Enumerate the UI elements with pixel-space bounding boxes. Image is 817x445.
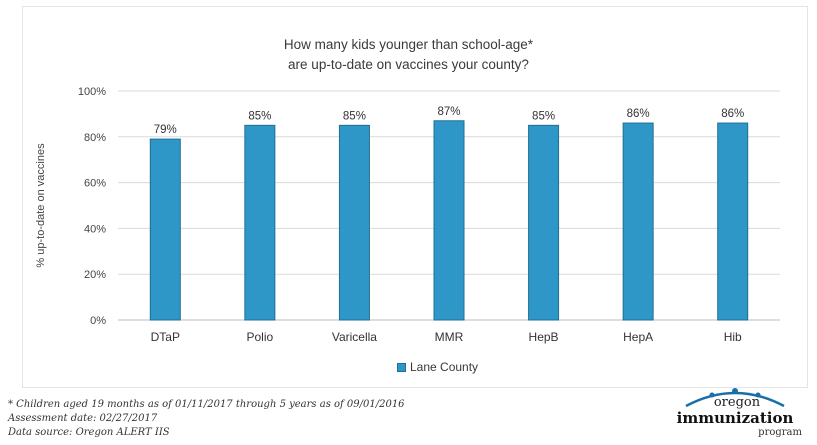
y-axis-label: % up-to-date on vaccines [35, 143, 47, 268]
x-tick-label: HepA [623, 330, 653, 344]
x-tick-label: MMR [435, 330, 464, 344]
logo-text-immunization: immunization [676, 409, 794, 427]
x-tick-label: HepB [529, 330, 559, 344]
y-tick-label: 0% [90, 315, 106, 327]
y-tick-label: 60% [84, 178, 106, 190]
logo-arc-icon [685, 388, 785, 408]
logo-text-oregon: oregon [713, 395, 761, 410]
bar [338, 124, 370, 321]
x-tick-label: Hib [724, 330, 742, 344]
data-label: 86% [627, 108, 650, 120]
data-label: 79% [154, 124, 177, 136]
chart-title-line-2: are up-to-date on vaccines your county? [288, 57, 529, 72]
y-tick-label: 40% [84, 223, 106, 235]
data-label: 85% [343, 110, 366, 122]
footnote-assessment-date: Assessment date: 02/27/2017 [8, 413, 158, 424]
y-tick-label: 100% [78, 86, 106, 98]
x-tick-label: Polio [247, 330, 274, 344]
legend-swatch [397, 362, 406, 372]
legend-label: Lane County [410, 360, 479, 374]
footnote-data-source: Data source: Oregon ALERT IIS [8, 427, 170, 438]
y-tick-label: 20% [84, 269, 106, 281]
bar [244, 124, 276, 321]
bar [622, 122, 654, 321]
data-label: 87% [437, 106, 460, 118]
chart-frame [22, 6, 808, 388]
bar [433, 120, 465, 321]
oregon-immunization-logo: oregon immunization program [662, 384, 808, 442]
logo-text-program: program [758, 427, 802, 438]
data-label: 85% [532, 110, 555, 122]
bar [149, 138, 181, 321]
legend: Lane County [397, 360, 478, 374]
chart-title-line-1: How many kids younger than school-age* [283, 37, 534, 52]
y-tick-label: 80% [84, 132, 106, 144]
x-tick-label: Varicella [332, 330, 377, 344]
bar [717, 122, 749, 321]
bar [528, 124, 560, 321]
data-label: 86% [721, 108, 744, 120]
x-tick-label: DTaP [151, 330, 180, 344]
data-label: 85% [248, 110, 271, 122]
footnote-age-range: * Children aged 19 months as of 01/11/20… [8, 399, 405, 410]
